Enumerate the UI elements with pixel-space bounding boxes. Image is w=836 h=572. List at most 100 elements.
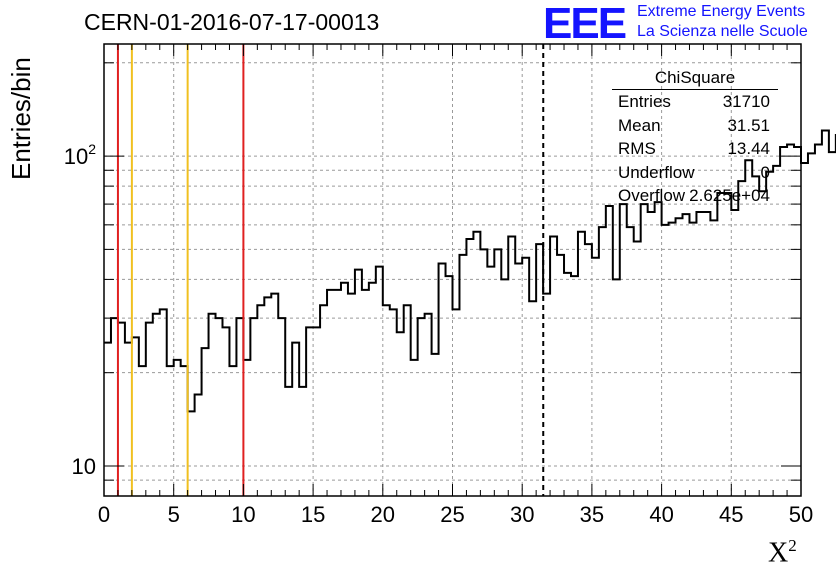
histogram-bin <box>669 223 676 496</box>
histogram-bin <box>780 147 787 496</box>
histogram-bin <box>369 283 376 496</box>
histogram-bin <box>703 212 710 496</box>
histogram-bin <box>139 366 146 496</box>
histogram-bin <box>376 267 383 496</box>
histogram-bin <box>334 290 341 496</box>
y-tick-label: 10 <box>72 454 96 479</box>
histogram-bin <box>585 244 592 496</box>
histogram-bin <box>648 212 655 496</box>
histogram-bin <box>731 210 738 496</box>
histogram-bin <box>522 258 529 496</box>
histogram-bin <box>236 318 243 496</box>
histogram-bin <box>752 176 759 496</box>
histogram-bin <box>459 255 466 496</box>
histogram-bin <box>676 218 683 496</box>
histogram-bin <box>439 264 446 496</box>
histogram-bin <box>425 314 432 496</box>
stats-row-overflow: Overflow 2.625e+04 <box>618 186 770 205</box>
histogram-bin <box>620 204 627 496</box>
x-tick-label: 50 <box>789 502 813 527</box>
histogram-bin <box>271 294 278 496</box>
x-tick-label: 30 <box>510 502 534 527</box>
x-tick-label: 0 <box>98 502 110 527</box>
histogram-bin <box>104 343 111 496</box>
histogram-bin <box>188 411 195 496</box>
histogram-bin <box>829 152 836 496</box>
eee-logo: EEE <box>543 0 627 48</box>
histogram-bin <box>181 366 188 496</box>
histogram-bin <box>759 191 766 496</box>
histogram-bin <box>411 360 418 496</box>
histogram-bin <box>599 227 606 496</box>
histogram-bin <box>683 214 690 496</box>
histogram-bin <box>480 249 487 496</box>
histogram-bin <box>132 337 139 496</box>
histogram-bin <box>822 130 829 496</box>
histogram-bin <box>348 294 355 496</box>
histogram-bin <box>787 144 794 496</box>
logo-line-1: Extreme Energy Events <box>637 3 806 20</box>
histogram-bin <box>160 309 167 496</box>
stats-row-entries: Entries 31710 <box>618 92 770 111</box>
histogram-bin <box>592 258 599 496</box>
histogram-series <box>104 129 836 413</box>
histogram-bin <box>473 232 480 496</box>
x-tick-label: 20 <box>371 502 395 527</box>
stats-row-rms: RMS 13.44 <box>618 139 770 158</box>
histogram-bin <box>606 206 613 496</box>
histogram-bin <box>209 314 216 496</box>
stats-title: ChiSquare <box>612 68 778 90</box>
histogram-bin <box>355 270 362 496</box>
histogram-bin <box>536 244 543 496</box>
histogram-bin <box>634 242 641 496</box>
histogram-bin <box>341 283 348 496</box>
histogram-bin <box>808 153 815 496</box>
x-tick-label: 5 <box>168 502 180 527</box>
histogram-bin <box>724 193 731 496</box>
histogram-bin <box>655 202 662 496</box>
histogram-bin <box>418 318 425 496</box>
histogram-bin <box>111 318 118 496</box>
histogram-bin <box>390 309 397 496</box>
histogram-bin <box>327 290 334 496</box>
histogram-bin <box>285 387 292 496</box>
histogram-bin <box>229 366 236 496</box>
histogram-bin <box>487 267 494 496</box>
stats-box: ChiSquare Entries 31710 Mean 31.51 RMS 13.4… <box>612 68 778 210</box>
histogram-bin <box>216 318 223 496</box>
histogram-bin <box>453 309 460 496</box>
histogram-bin <box>257 305 264 496</box>
histogram-bin <box>432 354 439 496</box>
histogram-bin <box>174 360 181 496</box>
x-tick-label: 25 <box>440 502 464 527</box>
histogram-bin <box>738 181 745 496</box>
histogram-bin <box>446 276 453 496</box>
x-tick-label: 35 <box>580 502 604 527</box>
stats-row-underflow: Underflow 0 <box>618 162 770 182</box>
histogram-bin <box>125 343 132 496</box>
histogram-bin <box>550 237 557 496</box>
histogram-bin <box>794 147 801 496</box>
histogram-bin <box>299 387 306 496</box>
logo-line-2: La Scienza nelle Scuole <box>637 23 808 40</box>
histogram-bin <box>613 279 620 496</box>
x-tick-label: 40 <box>649 502 673 527</box>
histogram-bin <box>515 264 522 496</box>
histogram-bin <box>564 273 571 496</box>
histogram-bin <box>118 323 125 496</box>
x-tick-label: 10 <box>231 502 255 527</box>
histogram-bin <box>222 327 229 496</box>
chart-title: CERN-01-2016-07-17-00013 <box>84 9 380 35</box>
histogram-bin <box>710 220 717 496</box>
y-tick-label: 102 <box>64 141 96 169</box>
histogram-bin <box>202 348 209 496</box>
x-tick-label: 15 <box>301 502 325 527</box>
histogram-bin <box>662 225 669 496</box>
histogram-bin <box>278 318 285 496</box>
histogram-bin <box>466 239 473 496</box>
histogram-bin <box>696 212 703 496</box>
x-tick-label: 45 <box>719 502 743 527</box>
histogram-bin <box>243 360 250 496</box>
histogram-bin <box>571 276 578 496</box>
histogram-bin <box>146 323 153 496</box>
